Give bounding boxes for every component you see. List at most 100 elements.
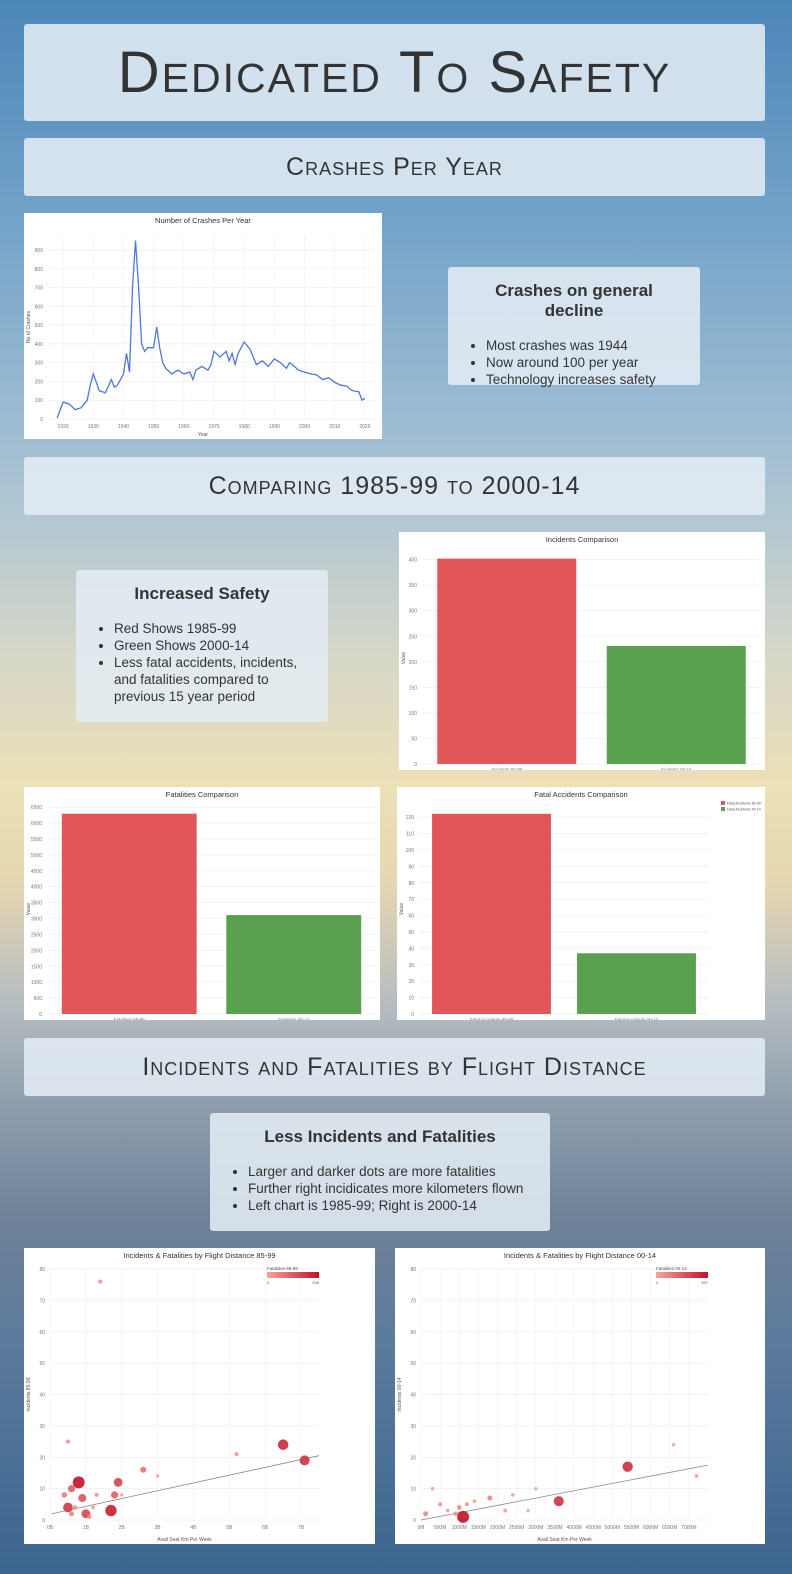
x-tick-label: 5500M xyxy=(624,1525,639,1531)
y-tick-label: 3000 xyxy=(31,917,42,923)
y-tick-label: 100 xyxy=(35,398,44,404)
legend-title: Fatalities 00-14 xyxy=(656,1266,687,1271)
x-tick-label: Fatalities 85-99 xyxy=(114,1017,145,1020)
y-tick-label: 400 xyxy=(35,342,44,348)
chart-title: Incidents & Fatalities by Flight Distanc… xyxy=(123,1251,275,1260)
x-tick-label: 1950 xyxy=(148,424,159,430)
y-tick-label: 0 xyxy=(411,1012,414,1018)
data-point xyxy=(671,1443,676,1447)
data-point xyxy=(155,1474,160,1478)
legend-gradient-bar xyxy=(656,1272,708,1278)
x-tick-label: 1920 xyxy=(58,424,69,430)
chart-title: Fatal Accidents Comparison xyxy=(534,790,627,799)
y-tick-label: 40 xyxy=(410,1393,416,1399)
y-tick-label: 80 xyxy=(408,881,414,887)
y-tick-label: 60 xyxy=(410,1330,416,1336)
decline-note: Crashes on general decline Most crashes … xyxy=(448,267,700,387)
x-tick-label: 1990 xyxy=(269,424,280,430)
data-point xyxy=(105,1504,117,1517)
y-tick-label: 10 xyxy=(39,1487,45,1493)
x-tick-label: Fatal Accidents 00-14 xyxy=(615,1017,659,1020)
data-point xyxy=(69,1511,75,1517)
x-tick-label: 1930 xyxy=(88,424,99,430)
legend-gradient-bar xyxy=(267,1272,319,1278)
y-tick-label: 50 xyxy=(39,1361,45,1367)
y-tick-label: 150 xyxy=(409,685,418,691)
x-tick-label: 6B xyxy=(262,1525,269,1531)
fatal-accidents-bar-chart: Fatal Accidents Comparison 0 10 20 30 40 50 60 7… xyxy=(399,790,761,1020)
y-tick-label: 30 xyxy=(408,963,414,969)
data-point xyxy=(110,1491,119,1499)
data-point xyxy=(622,1461,633,1472)
legend-label: Fatal Accidents 00-14 xyxy=(727,808,761,812)
y-axis-label: Value xyxy=(26,903,32,916)
y-tick-label: 4000 xyxy=(31,885,42,891)
y-axis-label: Incidents 85-99 xyxy=(26,1377,32,1411)
incidents-bar-chart: Incidents Comparison 0 50 100 150 200 250 300 35… xyxy=(401,535,761,770)
data-point xyxy=(445,1508,450,1513)
y-tick-label: 90 xyxy=(408,864,414,870)
x-tick-label: 3000M xyxy=(528,1525,543,1531)
trend-line xyxy=(51,1455,320,1515)
y-tick-label: 300 xyxy=(35,361,44,367)
x-tick-label: 2010 xyxy=(329,424,340,430)
data-point xyxy=(511,1493,515,1497)
note-title: Increased Safety xyxy=(134,584,270,603)
scatter-00-14: Incidents & Fatalities by Flight Distanc… xyxy=(397,1251,709,1543)
x-tick-label: Incidents 00-14 xyxy=(661,767,692,770)
bar xyxy=(437,558,577,764)
legend-swatch xyxy=(721,801,725,805)
y-tick-label: 20 xyxy=(39,1455,45,1461)
x-tick-label: 1B xyxy=(83,1525,90,1531)
bar xyxy=(606,645,746,764)
data-point xyxy=(140,1466,147,1473)
y-tick-label: 20 xyxy=(408,979,414,985)
chart-title: Incidents & Fatalities by Flight Distanc… xyxy=(504,1251,656,1260)
x-tick-label: 7000M xyxy=(681,1525,696,1531)
y-tick-label: 3500 xyxy=(31,901,42,907)
scatter-85-99: Incidents & Fatalities by Flight Distanc… xyxy=(26,1251,320,1543)
data-point xyxy=(277,1439,289,1450)
fatal-accidents-chart: Fatal Accidents Comparison 0 10 20 30 40 50 60 7… xyxy=(397,787,765,1020)
y-tick-label: 350 xyxy=(409,583,418,589)
note-item: Further right incidicates more kilometer… xyxy=(248,1180,534,1197)
y-tick-label: 50 xyxy=(408,930,414,936)
x-tick-label: 1940 xyxy=(118,424,129,430)
note-item: Most crashes was 1944 xyxy=(486,337,684,354)
scatter-00-14-chart: Incidents & Fatalities by Flight Distanc… xyxy=(395,1248,765,1544)
note-list: Larger and darker dots are more fataliti… xyxy=(226,1163,534,1214)
y-tick-label: 40 xyxy=(39,1393,45,1399)
x-tick-label: 4500M xyxy=(586,1525,601,1531)
data-point xyxy=(67,1485,76,1493)
note-item: Red Shows 1985-99 xyxy=(114,620,312,637)
section-title: Crashes Per Year xyxy=(286,152,503,181)
x-tick-label: 1960 xyxy=(178,424,189,430)
y-tick-label: 50 xyxy=(411,736,417,742)
x-tick-label: 500M xyxy=(434,1525,447,1531)
chart-title: Incidents Comparison xyxy=(546,535,619,544)
y-axis-label: Value xyxy=(401,652,407,665)
y-tick-label: 20 xyxy=(410,1455,416,1461)
y-tick-label: 120 xyxy=(406,815,415,821)
x-tick-label: 2000 xyxy=(299,424,310,430)
y-tick-label: 100 xyxy=(409,711,418,717)
y-tick-label: 5000 xyxy=(31,853,42,859)
y-axis-label: Incidents 00-14 xyxy=(397,1377,403,1411)
x-tick-label: 5B xyxy=(226,1525,233,1531)
x-tick-label: 0B xyxy=(47,1525,54,1531)
section-title: Comparing 1985-99 to 2000-14 xyxy=(208,471,581,500)
y-tick-label: 500 xyxy=(34,996,43,1002)
note-item: Less fatal accidents, incidents, and fat… xyxy=(114,654,312,705)
title-banner: Dedicated To Safety xyxy=(24,24,765,121)
x-tick-label: Incidents 85-99 xyxy=(491,767,522,770)
x-axis-label: Avail Seat Km Per Week xyxy=(157,1537,212,1543)
y-tick-label: 4500 xyxy=(31,869,42,875)
note-item: Larger and darker dots are more fataliti… xyxy=(248,1163,534,1180)
x-tick-label: 7B xyxy=(298,1525,305,1531)
x-tick-label: 4000M xyxy=(566,1525,581,1531)
crashes-series-line xyxy=(56,240,366,419)
y-tick-label: 800 xyxy=(35,267,44,273)
scatter-85-99-chart: Incidents & Fatalities by Flight Distanc… xyxy=(24,1248,375,1544)
x-tick-label: 3B xyxy=(155,1525,162,1531)
y-tick-label: 0 xyxy=(40,417,43,423)
